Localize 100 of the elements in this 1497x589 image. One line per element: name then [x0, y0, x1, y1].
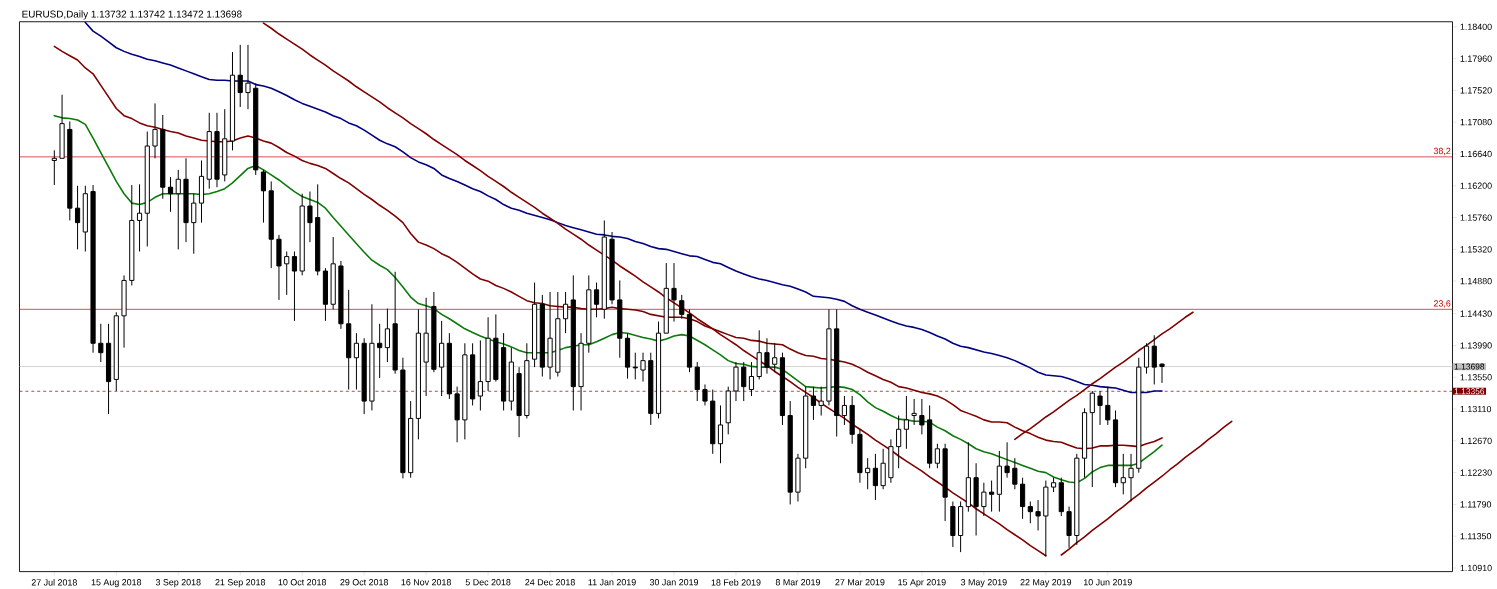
- candlestick: [826, 308, 832, 406]
- candlestick: [632, 351, 638, 380]
- candlestick: [1081, 407, 1088, 478]
- y-tick-label: 1.14430: [1460, 310, 1492, 317]
- x-tick-label: 27 Mar 2019: [835, 578, 885, 586]
- x-tick-label: 24 Dec 2018: [525, 578, 575, 586]
- candlestick: [353, 332, 360, 390]
- x-tick-label: 3 May 2019: [960, 578, 1007, 587]
- y-tick-label: 1.13990: [1460, 342, 1492, 349]
- candlestick: [90, 184, 96, 353]
- candlestick: [996, 450, 1002, 512]
- candlestick: [485, 316, 491, 392]
- candlestick: [152, 102, 158, 159]
- candlestick: [439, 320, 445, 397]
- candlestick: [872, 453, 878, 501]
- candlestick: [198, 159, 205, 223]
- y-tick-label: 1.17960: [1460, 55, 1492, 62]
- candlestick: [98, 323, 104, 363]
- x-tick-label: 15 Aug 2018: [91, 578, 142, 587]
- x-tick-label: 27 Jul 2018: [31, 578, 77, 586]
- candlestick: [423, 297, 429, 397]
- candlestick: [911, 398, 917, 426]
- y-tick-label: 1.12670: [1460, 437, 1492, 444]
- candlestick: [617, 279, 623, 359]
- candlestick: [609, 231, 615, 305]
- candlestick: [562, 291, 569, 334]
- candlestick: [454, 385, 460, 443]
- ref-line-label: 1.13698: [1454, 363, 1485, 370]
- candlestick: [570, 274, 576, 411]
- candlestick: [307, 190, 313, 243]
- x-tick-label: 18 Feb 2019: [711, 578, 761, 586]
- line-series: [1060, 420, 1233, 556]
- x-tick-label: 22 May 2019: [1020, 578, 1072, 587]
- candlestick: [748, 361, 755, 397]
- candlestick: [834, 308, 840, 437]
- y-tick-label: 1.16640: [1460, 150, 1492, 157]
- candlestick: [849, 395, 855, 445]
- candlestick: [1120, 453, 1126, 495]
- annotation: 23,6: [1433, 300, 1451, 308]
- candlestick: [1151, 334, 1157, 385]
- candlestick: [206, 112, 212, 189]
- y-tick-label: 1.11350: [1460, 532, 1492, 540]
- candlestick: [555, 291, 561, 377]
- candlestick: [841, 395, 848, 426]
- candlestick: [431, 291, 437, 373]
- candlestick: [818, 385, 824, 416]
- x-tick-label: 3 Sep 2018: [155, 578, 201, 587]
- candlestick: [369, 303, 375, 411]
- x-tick-label: 8 Mar 2019: [775, 578, 821, 586]
- candlestick: [144, 130, 150, 247]
- x-tick-label: 16 Nov 2018: [401, 578, 451, 586]
- y-tick-label: 1.17080: [1460, 118, 1492, 126]
- candlestick: [888, 438, 894, 484]
- candlestick: [702, 383, 708, 406]
- candlestick: [1143, 342, 1150, 374]
- x-tick-label: 5 Dec 2018: [465, 578, 511, 586]
- chart-title: EURUSD,Daily 1.13732 1.13742 1.13472 1.13698: [22, 10, 242, 20]
- y-tick-label: 1.11790: [1460, 501, 1492, 508]
- ref-line-label: 1.13356: [1454, 388, 1485, 395]
- candlestick: [1074, 453, 1080, 546]
- candlestick: [477, 339, 483, 411]
- candlestick: [338, 260, 344, 330]
- candlestick: [160, 114, 166, 200]
- candlestick: [539, 294, 545, 377]
- candlestick: [121, 274, 127, 348]
- candlestick: [516, 366, 522, 438]
- candlestick: [787, 400, 793, 505]
- x-tick-label: 29 Oct 2018: [340, 578, 389, 586]
- candlestick: [245, 44, 251, 110]
- candlestick: [671, 262, 677, 322]
- candlestick: [377, 323, 383, 379]
- candlestick: [710, 388, 716, 455]
- candlestick: [896, 414, 902, 469]
- candlestick: [415, 308, 421, 440]
- y-tick-label: 1.13550: [1460, 373, 1492, 381]
- y-tick-label: 1.16200: [1460, 182, 1492, 189]
- candlestick: [105, 323, 112, 415]
- candlestick: [67, 120, 73, 221]
- candlestick: [942, 443, 948, 522]
- y-tick-label: 1.12230: [1460, 469, 1492, 476]
- candlestick: [981, 482, 987, 517]
- candlestick: [361, 337, 367, 415]
- x-tick-label: 15 Apr 2019: [898, 578, 946, 587]
- candlestick: [493, 313, 499, 382]
- candlestick: [136, 183, 143, 252]
- candlestick: [268, 180, 274, 269]
- candlestick: [547, 291, 553, 380]
- candlestick: [601, 219, 607, 320]
- candlestick: [175, 169, 181, 250]
- y-tick-label: 1.13110: [1460, 405, 1492, 412]
- candlestick: [1112, 409, 1119, 488]
- candlestick: [51, 149, 57, 186]
- candlestick: [717, 404, 724, 464]
- candlestick: [919, 398, 925, 435]
- candlestick: [1035, 499, 1041, 531]
- x-tick-label: 21 Sep 2018: [215, 578, 266, 587]
- candlestick: [1004, 441, 1010, 478]
- candlestick: [865, 457, 871, 490]
- candlestick: [950, 500, 956, 548]
- candlestick: [989, 479, 995, 512]
